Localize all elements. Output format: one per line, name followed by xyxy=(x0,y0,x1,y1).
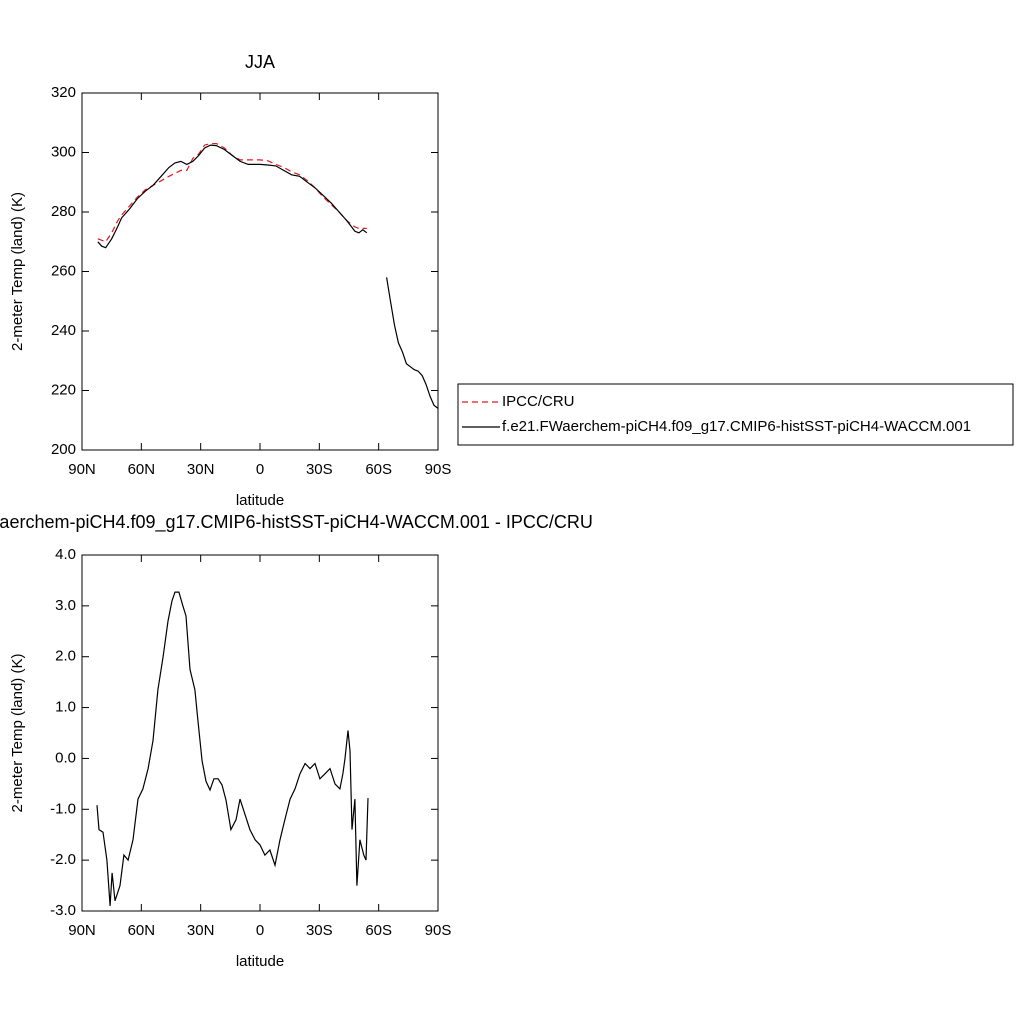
y-tick-label: 220 xyxy=(51,381,76,398)
y-tick-label: 260 xyxy=(51,262,76,279)
y-tick-label: 200 xyxy=(51,441,76,458)
x-tick-label: 90N xyxy=(68,922,96,939)
x-tick-label: 60N xyxy=(128,461,156,478)
x-tick-label: 60N xyxy=(128,922,156,939)
y-axis-label: 2-meter Temp (land) (K) xyxy=(9,654,26,813)
x-tick-label: 90N xyxy=(68,461,96,478)
y-tick-label: 240 xyxy=(51,322,76,339)
plot-frame xyxy=(81,554,439,912)
y-tick-label: -2.0 xyxy=(50,851,76,868)
legend-label: f.e21.FWaerchem-piCH4.f09_g17.CMIP6-hist… xyxy=(502,418,971,435)
x-tick-label: 30N xyxy=(187,922,215,939)
series-line xyxy=(97,144,439,409)
x-tick-label: 90S xyxy=(425,922,452,939)
y-tick-label: 280 xyxy=(51,203,76,220)
x-tick-label: 60S xyxy=(365,461,392,478)
x-tick-label: 30S xyxy=(306,461,333,478)
x-axis-label: latitude xyxy=(236,492,284,509)
y-tick-label: 1.0 xyxy=(55,699,76,716)
x-tick-label: 0 xyxy=(256,922,264,939)
plot-frame xyxy=(81,92,439,451)
series-line xyxy=(96,591,369,906)
x-axis-label: latitude xyxy=(236,953,284,970)
x-tick-label: 30N xyxy=(187,461,215,478)
x-tick-label: 0 xyxy=(256,461,264,478)
x-tick-label: 30S xyxy=(306,922,333,939)
y-tick-label: 2.0 xyxy=(55,648,76,665)
y-tick-label: -3.0 xyxy=(50,902,76,919)
y-tick-label: -1.0 xyxy=(50,800,76,817)
chart-title: f.e21.FWaerchem-piCH4.f09_g17.CMIP6-hist… xyxy=(0,512,593,533)
y-tick-label: 3.0 xyxy=(55,597,76,614)
series-line xyxy=(97,143,367,243)
y-tick-label: 300 xyxy=(51,143,76,160)
legend-label: IPCC/CRU xyxy=(502,393,575,410)
y-tick-label: 320 xyxy=(51,84,76,101)
y-tick-label: 4.0 xyxy=(55,546,76,563)
y-axis-label: 2-meter Temp (land) (K) xyxy=(9,192,26,351)
x-tick-label: 60S xyxy=(365,922,392,939)
y-tick-label: 0.0 xyxy=(55,749,76,766)
x-tick-label: 90S xyxy=(425,461,452,478)
legend-box xyxy=(457,383,1014,446)
chart-title: JJA xyxy=(245,52,275,72)
